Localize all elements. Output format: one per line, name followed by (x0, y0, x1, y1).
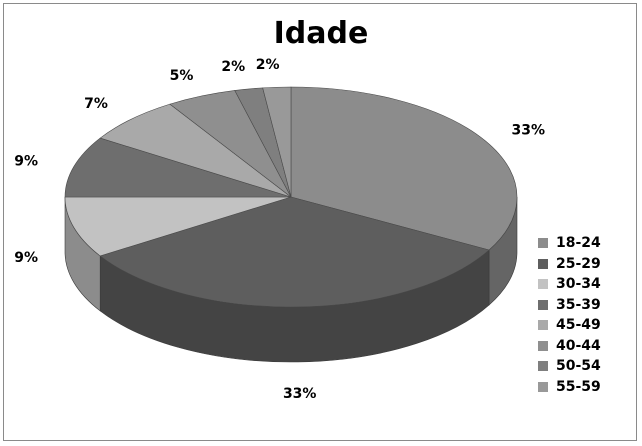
data-label-18-24: 33% (512, 123, 546, 139)
legend-item-30-34: 30-34 (538, 274, 601, 295)
legend-swatch (538, 258, 548, 269)
legend-label: 50-54 (556, 358, 601, 375)
pie-slice-30-34 (64, 196, 292, 257)
legend-label: 18-24 (556, 235, 601, 252)
legend-swatch (538, 320, 548, 331)
data-label-40-44: 5% (170, 68, 194, 84)
legend: 18-24 25-29 30-34 35-39 45-49 40-44 50-54 55-59 (538, 233, 601, 397)
data-label-45-49: 7% (84, 96, 108, 112)
chart-title: Idade (273, 16, 369, 51)
legend-label: 45-49 (556, 317, 601, 334)
pie-slice-35-39 (64, 137, 292, 198)
pie-slice-18-24 (290, 86, 518, 251)
data-label-35-39: 9% (14, 154, 38, 170)
legend-swatch (538, 361, 548, 372)
legend-label: 25-29 (556, 255, 601, 272)
legend-swatch (538, 279, 548, 290)
legend-item-35-39: 35-39 (538, 295, 601, 316)
legend-item-40-44: 40-44 (538, 336, 601, 357)
legend-label: 35-39 (556, 296, 601, 313)
legend-item-45-49: 45-49 (538, 315, 601, 336)
chart-frame: Idade 33% 33% 9% 9% 7% 5% 2% 2% 18-24 25-29 30-34… (3, 3, 637, 441)
pie-slice-25-29 (99, 196, 490, 308)
legend-swatch (538, 381, 548, 392)
legend-item-18-24: 18-24 (538, 233, 601, 254)
legend-swatch (538, 340, 548, 351)
legend-label: 55-59 (556, 378, 601, 395)
legend-item-50-54: 50-54 (538, 356, 601, 377)
legend-label: 40-44 (556, 337, 601, 354)
legend-swatch (538, 238, 548, 249)
data-label-30-34: 9% (14, 250, 38, 266)
pie-chart: 33% 33% 9% 9% 7% 5% 2% 2% (14, 57, 546, 402)
pie-slice-55-59 (262, 86, 292, 198)
legend-swatch (538, 299, 548, 310)
legend-label: 30-34 (556, 276, 601, 293)
legend-item-25-29: 25-29 (538, 254, 601, 275)
legend-item-55-59: 55-59 (538, 377, 601, 398)
data-label-25-29: 33% (283, 386, 317, 402)
data-label-55-59: 2% (256, 57, 280, 73)
data-label-50-54: 2% (221, 59, 245, 75)
